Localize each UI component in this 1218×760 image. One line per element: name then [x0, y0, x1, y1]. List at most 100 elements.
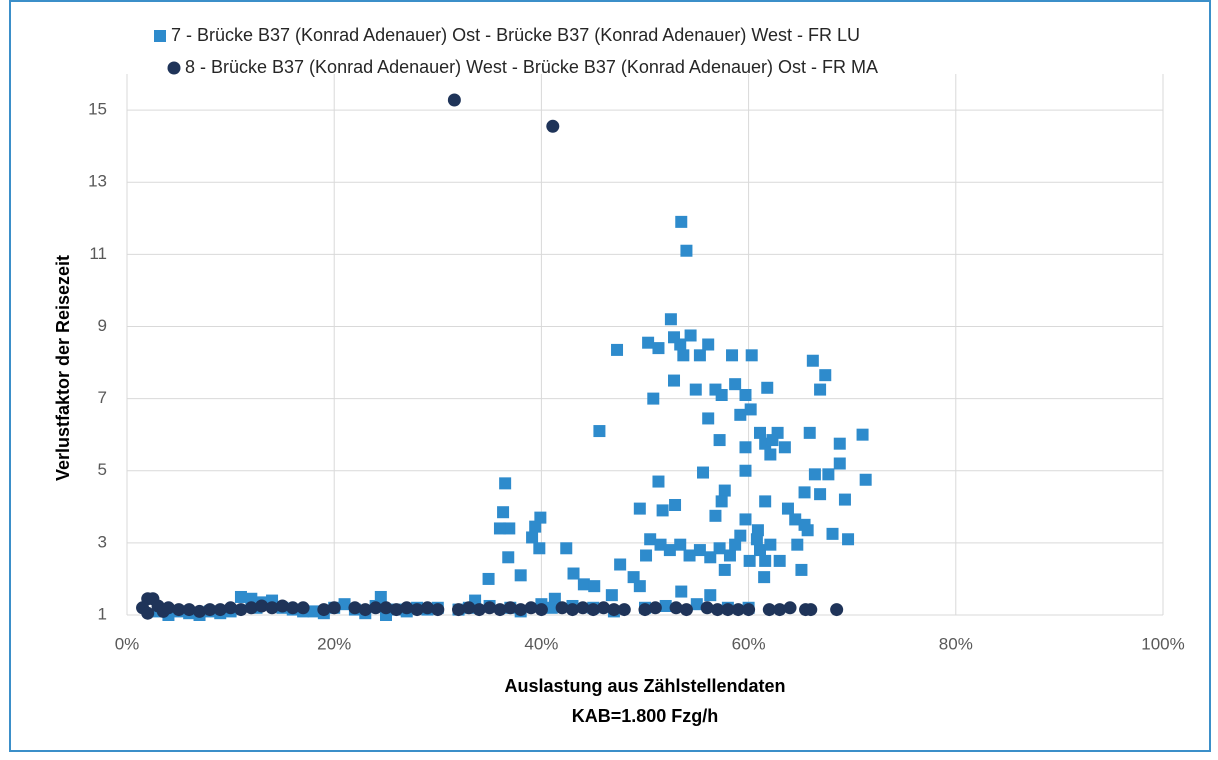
y-tick-label: 7	[98, 388, 107, 407]
data-point	[193, 604, 207, 618]
data-point	[548, 592, 561, 605]
data-point	[161, 601, 175, 615]
data-point	[534, 603, 548, 617]
data-point	[761, 381, 774, 394]
data-point	[715, 388, 728, 401]
data-point	[690, 598, 703, 611]
data-point	[743, 554, 756, 567]
data-point	[524, 601, 538, 615]
data-point	[533, 542, 546, 555]
data-point	[514, 569, 527, 582]
data-point	[555, 601, 569, 615]
x-tick-label: 0%	[115, 634, 140, 653]
data-point	[838, 493, 851, 506]
data-point	[718, 563, 731, 576]
data-point	[607, 603, 621, 617]
data-point	[640, 549, 653, 562]
data-point	[431, 603, 445, 617]
data-point	[814, 383, 827, 396]
data-point	[493, 522, 506, 535]
data-point	[742, 603, 756, 617]
data-point	[783, 601, 797, 615]
data-point	[502, 551, 515, 564]
data-point	[734, 408, 747, 421]
data-point	[693, 544, 706, 557]
data-point	[745, 349, 758, 362]
data-point	[781, 502, 794, 515]
data-point	[286, 601, 300, 615]
data-point	[804, 603, 818, 617]
data-point	[565, 603, 579, 617]
data-point	[721, 603, 735, 617]
data-point	[675, 585, 688, 598]
data-point	[369, 601, 383, 615]
data-point	[842, 533, 855, 546]
data-point	[744, 403, 757, 416]
data-point	[713, 434, 726, 447]
data-point	[605, 589, 618, 602]
data-point	[534, 511, 547, 524]
data-point	[654, 538, 667, 551]
data-point	[642, 336, 655, 349]
data-point	[472, 603, 486, 617]
data-point	[718, 484, 731, 497]
data-point	[307, 605, 320, 618]
data-point	[822, 468, 835, 481]
data-point	[711, 603, 725, 617]
data-point	[213, 603, 227, 617]
data-point	[753, 544, 766, 557]
data-point	[734, 529, 747, 542]
data-point	[659, 599, 672, 612]
data-point	[452, 603, 466, 617]
data-point	[826, 527, 839, 540]
data-point	[764, 538, 777, 551]
data-point	[664, 313, 677, 326]
data-point	[833, 437, 846, 450]
x-tick-label: 80%	[939, 634, 973, 653]
data-point	[593, 425, 606, 438]
data-point	[713, 542, 726, 555]
y-tick-label: 15	[88, 100, 107, 119]
data-point	[726, 349, 739, 362]
data-point	[773, 603, 787, 617]
data-point	[663, 544, 676, 557]
data-point	[833, 457, 846, 470]
legend-marker	[167, 61, 181, 75]
data-point	[773, 554, 786, 567]
data-point	[652, 342, 665, 355]
data-point	[255, 599, 269, 613]
data-point	[753, 426, 766, 439]
data-point	[560, 542, 573, 555]
data-point	[358, 603, 372, 617]
data-point	[739, 388, 752, 401]
data-point	[669, 601, 683, 615]
data-point	[586, 603, 600, 617]
data-point	[680, 244, 693, 257]
x-tick-label: 100%	[1141, 634, 1184, 653]
data-point	[697, 466, 710, 479]
data-point	[689, 383, 702, 396]
data-point	[327, 601, 341, 615]
data-point	[656, 504, 669, 517]
data-point	[374, 590, 387, 603]
data-point	[203, 603, 217, 617]
data-point	[700, 601, 714, 615]
data-point	[348, 601, 362, 615]
data-point	[647, 392, 660, 405]
data-point	[674, 538, 687, 551]
data-point	[224, 601, 238, 615]
data-point	[546, 119, 560, 133]
data-point	[669, 498, 682, 511]
y-tick-label: 3	[98, 532, 107, 551]
y-tick-label: 13	[88, 172, 107, 191]
data-point	[693, 349, 706, 362]
y-axis-title: Verlustfaktor der Reisezeit	[53, 255, 73, 481]
data-point	[859, 473, 872, 486]
data-point	[338, 598, 351, 611]
data-point	[503, 601, 517, 615]
data-point	[759, 495, 772, 508]
data-point	[798, 518, 811, 531]
y-tick-label: 1	[98, 604, 107, 623]
data-point	[567, 567, 580, 580]
data-point	[759, 554, 772, 567]
